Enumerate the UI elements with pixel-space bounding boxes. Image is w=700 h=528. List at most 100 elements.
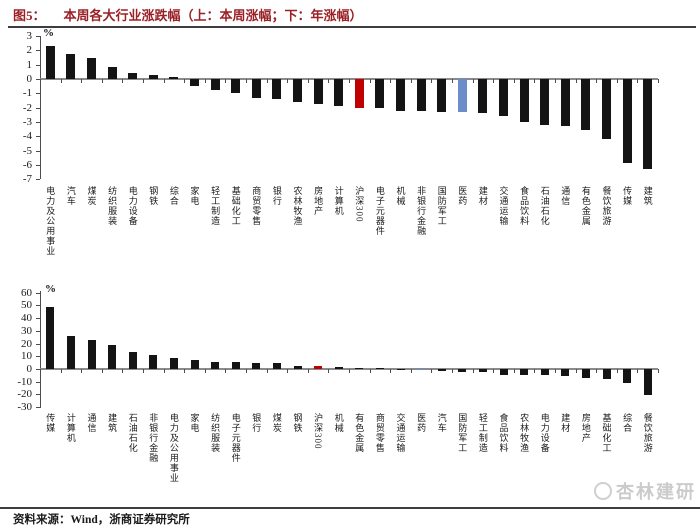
x-axis-line	[40, 78, 658, 80]
category-label: 计算机	[333, 186, 344, 216]
x-axis-tick	[328, 369, 330, 373]
bar-综合	[623, 369, 632, 383]
category-label: 电力及公用事业	[168, 413, 179, 483]
x-axis-tick	[287, 79, 289, 83]
x-axis-line	[40, 368, 658, 370]
bar-电子元器件	[231, 362, 240, 369]
category-label: 建筑	[642, 186, 653, 206]
y-tick-label: 0	[26, 73, 33, 85]
bar-煤炭	[87, 57, 96, 79]
bar-沪深300	[354, 79, 364, 108]
bar-纺织服装	[211, 362, 220, 369]
category-label: 基础化工	[601, 413, 612, 453]
y-tick-label: 60	[21, 286, 32, 299]
y-axis-tick	[36, 179, 40, 181]
y-tick-label: -10	[17, 375, 32, 388]
category-label: 纺织服装	[107, 186, 118, 226]
x-axis-tick	[163, 369, 165, 373]
category-label: 国防军工	[457, 413, 468, 453]
category-label: 商贸零售	[251, 186, 262, 226]
category-label: 机械	[395, 186, 406, 206]
bar-食品饮料	[499, 369, 508, 375]
y-tick-label: 40	[21, 312, 32, 325]
x-axis-tick	[534, 369, 536, 373]
y-tick-label: -30	[17, 401, 32, 414]
x-axis-tick	[513, 369, 515, 373]
y-axis-tick	[36, 343, 40, 345]
bar-汽车	[66, 53, 76, 79]
x-axis-tick	[637, 79, 639, 83]
bar-建筑	[108, 345, 117, 369]
category-label: 电力设备	[539, 413, 550, 453]
bar-煤炭	[272, 363, 281, 369]
bar-国防军工	[458, 369, 467, 372]
bar-医药	[457, 79, 467, 112]
category-label: 轻工制造	[210, 186, 221, 226]
bar-纺织服装	[107, 66, 117, 79]
y-axis-tick	[36, 164, 40, 166]
x-axis-tick	[431, 79, 433, 83]
y-axis-tick	[36, 318, 40, 320]
bar-基础化工	[602, 369, 611, 379]
y-tick-label: -4	[22, 130, 32, 143]
category-label: 传媒	[622, 186, 633, 206]
x-axis-tick	[390, 369, 392, 373]
x-axis-tick	[246, 369, 247, 373]
category-label: 非银行金融	[148, 413, 159, 463]
x-axis-tick	[637, 369, 639, 373]
bar-银行	[272, 79, 282, 100]
y-axis-tick	[36, 305, 40, 307]
bar-轻工制造	[478, 369, 487, 373]
bar-有色金属	[355, 368, 364, 369]
category-label: 交通运输	[498, 186, 509, 226]
bar-机械	[334, 366, 343, 369]
category-label: 建材	[560, 413, 571, 433]
x-axis-tick	[555, 369, 556, 373]
x-axis-tick	[184, 369, 186, 373]
category-label: 机械	[333, 413, 344, 433]
x-axis-tick	[143, 369, 144, 373]
y-tick-label: -3	[22, 115, 32, 128]
x-axis-tick	[596, 79, 598, 83]
y-axis-tick	[36, 50, 40, 52]
category-label: 农林牧渔	[292, 186, 303, 226]
bar-建材	[478, 79, 488, 114]
bar-交通运输	[499, 79, 508, 117]
category-label: 煤炭	[86, 186, 97, 206]
category-label: 煤炭	[271, 413, 282, 433]
category-label: 石油石化	[127, 413, 138, 453]
bar-食品饮料	[519, 79, 529, 122]
y-axis-tick	[36, 136, 40, 138]
y-axis-tick	[36, 369, 40, 370]
bar-电力及公用事业	[169, 358, 178, 369]
y-axis-tick	[36, 292, 40, 294]
bar-综合	[169, 76, 179, 79]
x-axis-tick	[101, 369, 103, 373]
bar-传媒	[46, 306, 55, 369]
bar-石油石化	[128, 352, 137, 369]
bar-钢铁	[148, 75, 158, 79]
category-label: 餐饮旅游	[642, 413, 653, 453]
category-label: 轻工制造	[477, 413, 488, 453]
figure-label: 图5：	[13, 8, 46, 23]
x-axis-tick	[266, 79, 268, 83]
bar-农林牧渔	[293, 79, 302, 102]
x-axis-tick	[452, 79, 453, 83]
x-axis-tick	[596, 369, 598, 373]
x-axis-tick	[204, 79, 206, 83]
y-axis-tick	[36, 107, 40, 109]
category-label: 食品饮料	[519, 186, 530, 226]
category-label: 基础化工	[230, 186, 241, 226]
source-note: 资料来源：Wind，浙商证券研究所	[13, 514, 190, 526]
y-axis-tick	[36, 394, 40, 396]
x-axis-tick	[60, 79, 62, 83]
x-axis-tick	[555, 79, 556, 83]
category-label: 通信	[560, 186, 571, 206]
bar-房地产	[581, 369, 590, 379]
x-axis-tick	[369, 79, 371, 83]
bar-传媒	[622, 79, 632, 164]
bar-基础化工	[231, 79, 241, 94]
x-axis-tick	[40, 369, 41, 373]
